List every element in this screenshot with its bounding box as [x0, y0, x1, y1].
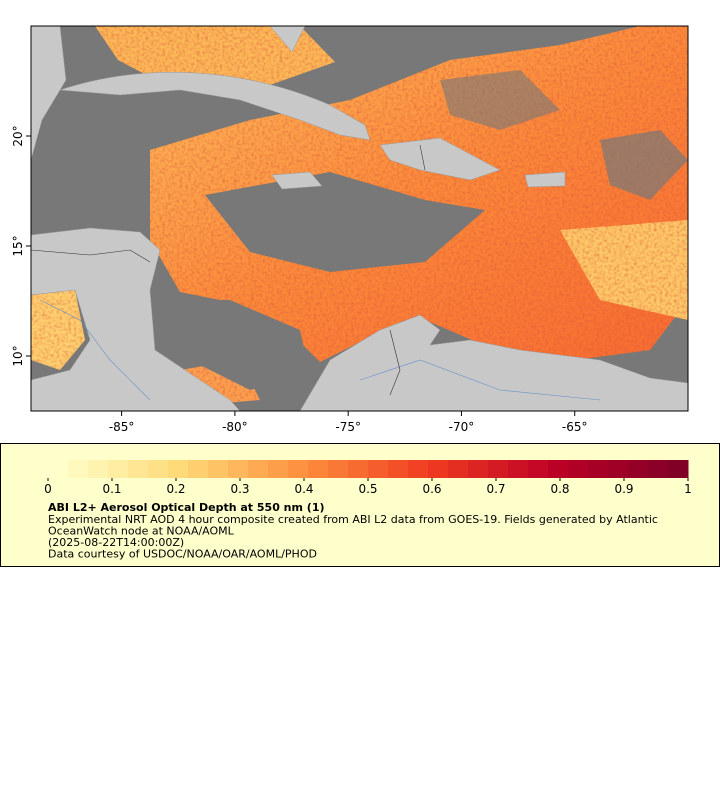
map-area [31, 26, 688, 411]
colorbar-step [348, 460, 369, 478]
colorbar-tick-label: 0.2 [166, 482, 185, 496]
colorbar-step [508, 460, 529, 478]
colorbar-step [148, 460, 169, 478]
colorbar-step [448, 460, 469, 478]
colorbar-step [608, 460, 629, 478]
colorbar-tick-label: 0.9 [614, 482, 633, 496]
x-tick-label: -65° [562, 420, 588, 434]
legend-line: (2025-08-22T14:00:00Z) [48, 536, 184, 549]
legend-line: Experimental NRT AOD 4 hour composite cr… [48, 513, 658, 526]
colorbar-step [468, 460, 489, 478]
y-tick-label: 20° [11, 125, 25, 146]
x-tick-label: -85° [109, 420, 135, 434]
colorbar-step [328, 460, 349, 478]
legend-line: Data courtesy of USDOC/NOAA/OAR/AOML/PHO… [48, 548, 317, 561]
colorbar-step [288, 460, 309, 478]
colorbar-step [128, 460, 149, 478]
y-tick-label: 15° [11, 235, 25, 256]
colorbar-tick-label: 0 [44, 482, 52, 496]
colorbar-step [248, 460, 269, 478]
colorbar-step [668, 460, 689, 478]
colorbar-step [588, 460, 609, 478]
colorbar-step [168, 460, 189, 478]
colorbar-step [528, 460, 549, 478]
legend-title: ABI L2+ Aerosol Optical Depth at 550 nm … [48, 501, 325, 514]
colorbar-step [228, 460, 249, 478]
colorbar-step [568, 460, 589, 478]
colorbar-step [428, 460, 449, 478]
colorbar-tick-label: 1 [684, 482, 692, 496]
colorbar-step [268, 460, 289, 478]
no-data-gaps [160, 70, 688, 390]
legend-line: OceanWatch node at NOAA/AOML [48, 525, 235, 538]
colorbar-tick-label: 0.1 [102, 482, 121, 496]
colorbar-tick-label: 0.4 [294, 482, 313, 496]
colorbar-step [68, 460, 89, 478]
y-tick-label: 10° [11, 345, 25, 366]
colorbar-tick-label: 0.3 [230, 482, 249, 496]
colorbar-step [488, 460, 509, 478]
colorbar-step [188, 460, 209, 478]
rivers [39, 299, 601, 401]
colorbar-step [648, 460, 669, 478]
x-tick-label: -80° [222, 420, 248, 434]
colorbar-step [308, 460, 329, 478]
colorbar-tick-label: 0.7 [486, 482, 505, 496]
colorbar-step [368, 460, 389, 478]
plot-frame [30, 25, 689, 412]
colorbar-tick-label: 0.6 [422, 482, 441, 496]
colorbar-tick-label: 0.8 [550, 482, 569, 496]
colorbar-step [408, 460, 429, 478]
colorbar-step [388, 460, 409, 478]
colorbar-step [108, 460, 129, 478]
land [31, 26, 688, 411]
colorbar-step [628, 460, 649, 478]
colorbar-step [548, 460, 569, 478]
colorbar-step [48, 460, 69, 478]
colorbar-tick-label: 0.5 [358, 482, 377, 496]
colorbar-step [88, 460, 109, 478]
borders [31, 144, 426, 396]
colorbar-step [208, 460, 229, 478]
x-tick-label: -75° [335, 420, 361, 434]
x-tick-label: -70° [449, 420, 475, 434]
